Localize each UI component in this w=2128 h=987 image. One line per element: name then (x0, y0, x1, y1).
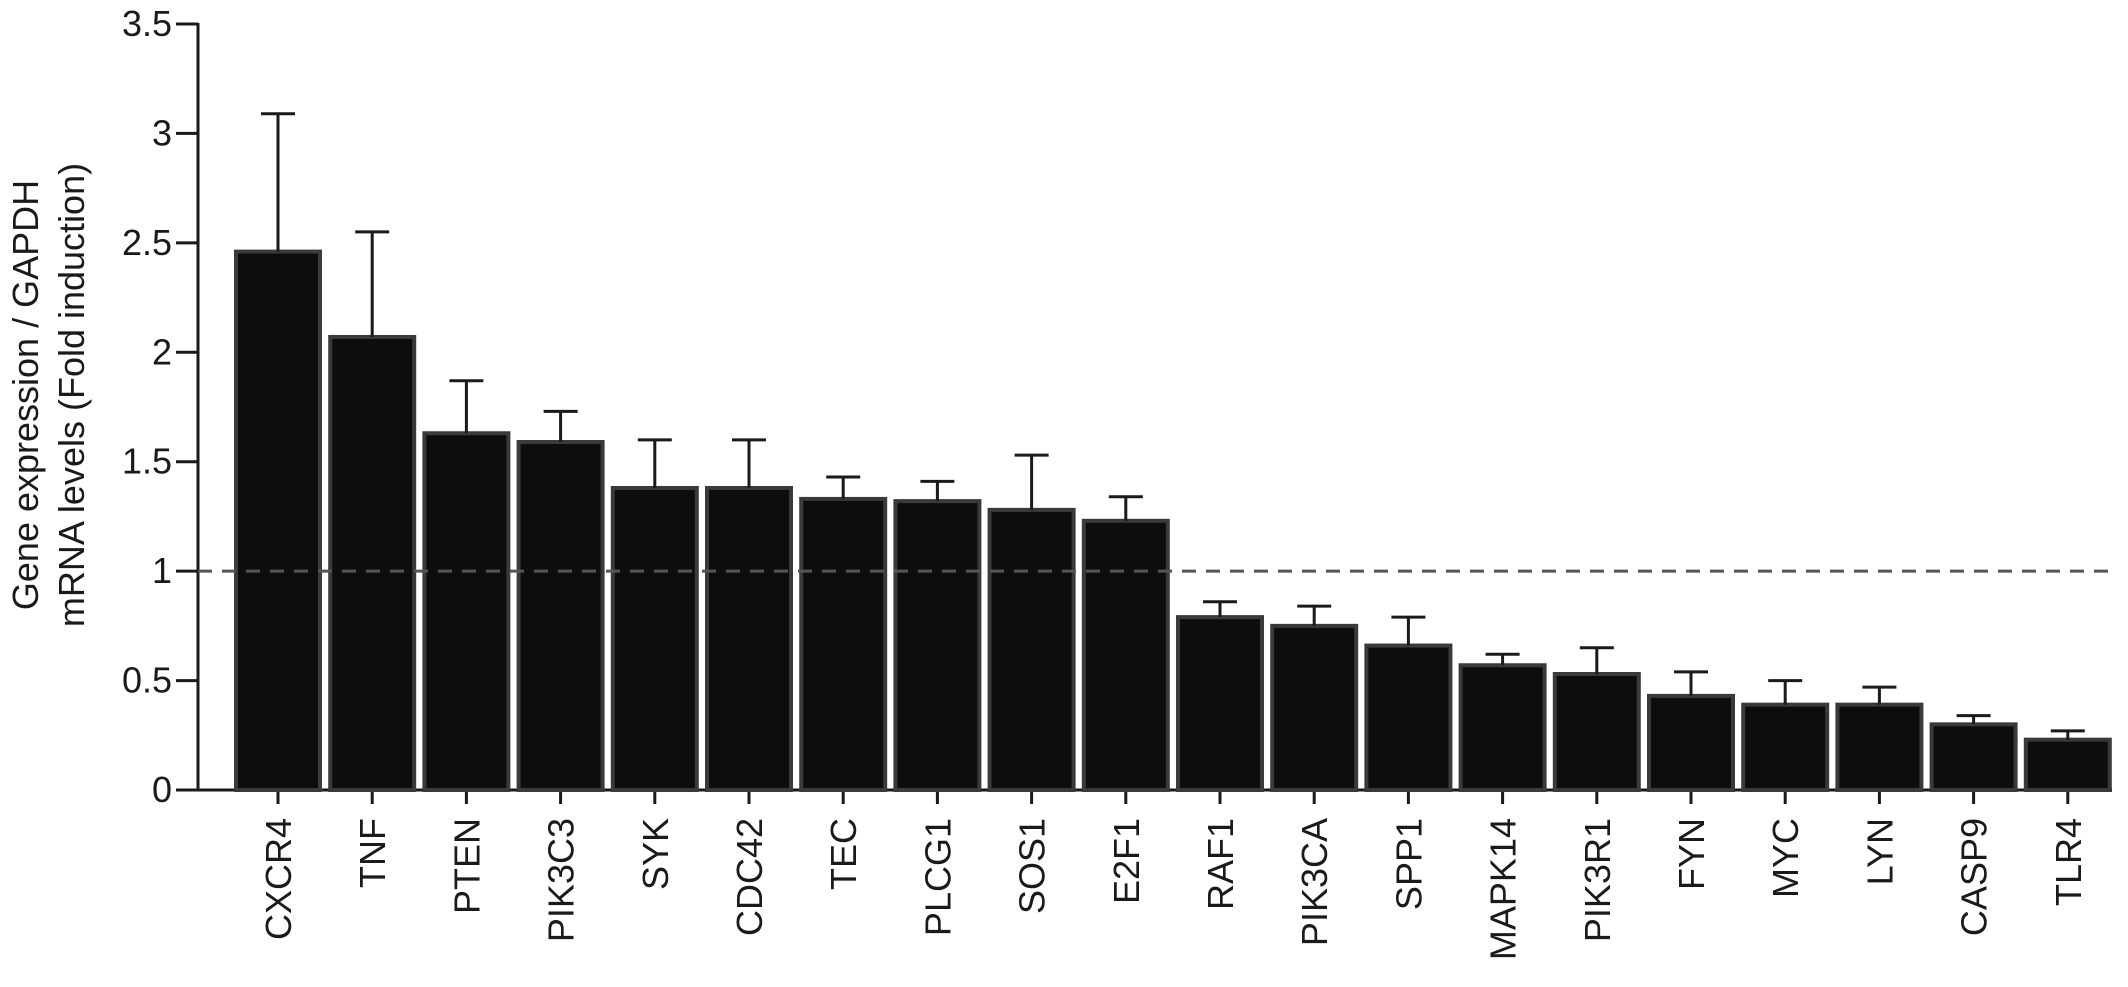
bar (987, 507, 1076, 792)
y-tick-label: 1.5 (122, 441, 172, 482)
y-axis: 0 0.5 1 1.5 2 2.5 3 3.5 (122, 3, 200, 810)
y-tick-label: 0 (152, 769, 172, 810)
category-label: CASP9 (1954, 818, 1995, 936)
bar (1458, 663, 1547, 792)
category-label: CDC42 (729, 818, 770, 936)
bar (2023, 737, 2112, 792)
bar (1176, 615, 1264, 792)
bars (234, 249, 2112, 793)
category-label: MYC (1765, 818, 1806, 898)
y-tick-label: 2.5 (122, 222, 172, 263)
category-labels: CXCR4 TNF PTEN PIK3C3 SYK CDC42 TEC PLCG1 SOS1 E2… (258, 818, 2089, 960)
bar (1741, 702, 1830, 792)
category-label: SPP1 (1388, 818, 1429, 910)
bar (422, 431, 511, 792)
category-label: PIK3R1 (1577, 818, 1618, 942)
category-label: SYK (635, 818, 676, 890)
y-axis-title: Gene expression / GAPDH mRNA levels (Fol… (5, 163, 92, 627)
bar (1647, 693, 1735, 792)
bar (610, 485, 699, 792)
bar (799, 496, 888, 792)
bar (1081, 518, 1170, 792)
category-label: LYN (1859, 818, 1900, 885)
category-label: CXCR4 (258, 818, 299, 940)
x-axis (198, 788, 2112, 804)
y-tick-label: 1 (152, 550, 172, 591)
bar (893, 499, 982, 792)
bar (1552, 672, 1641, 793)
y-tick-label: 3.5 (122, 3, 172, 44)
y-tick-label: 3 (152, 112, 172, 153)
y-axis-title-line2: mRNA levels (Fold induction) (51, 163, 92, 627)
category-label: TNF (352, 818, 393, 888)
bar (1835, 702, 1924, 792)
bar (516, 440, 605, 792)
bar (705, 485, 793, 792)
category-label: PTEN (446, 818, 487, 914)
bar (1270, 623, 1359, 792)
category-label: RAF1 (1200, 818, 1241, 910)
category-label: PIK3C3 (541, 818, 582, 942)
category-label: PIK3CA (1294, 818, 1335, 946)
bar (1929, 722, 2018, 792)
category-label: PLCG1 (917, 818, 958, 936)
y-tick-label: 0.5 (122, 660, 172, 701)
category-label: TLR4 (2048, 818, 2089, 906)
category-label: E2F1 (1106, 818, 1147, 904)
category-label: FYN (1671, 818, 1712, 890)
category-label: SOS1 (1012, 818, 1053, 914)
error-bars (261, 112, 2085, 740)
y-axis-title-line1: Gene expression / GAPDH (5, 180, 46, 610)
category-label: TEC (823, 818, 864, 890)
bar (328, 334, 417, 792)
bar (234, 249, 322, 792)
category-label: MAPK14 (1483, 818, 1524, 960)
y-tick-label: 2 (152, 331, 172, 372)
bar (1364, 643, 1453, 792)
